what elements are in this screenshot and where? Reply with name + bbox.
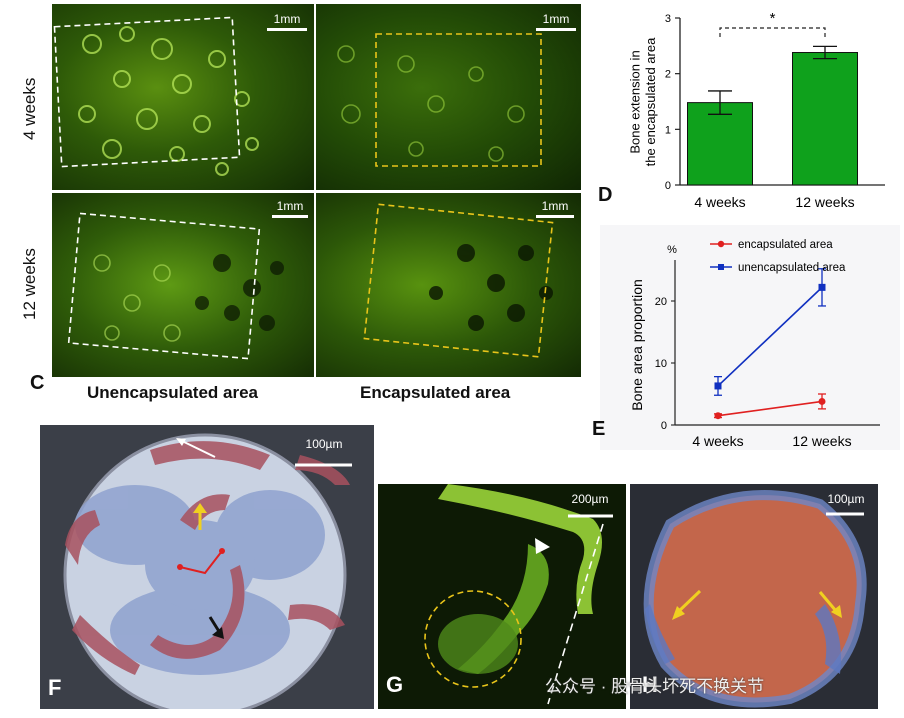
col-label-unencapsulated: Unencapsulated area (87, 383, 259, 402)
legend-marker (717, 240, 725, 248)
y-tick-label: 1 (665, 124, 671, 136)
panel-e-line-chart: 0 10 20% Bone area proportion 4 weeks 12 week… (600, 225, 900, 450)
micrograph-4w-unencapsulated: 1mm (52, 4, 314, 190)
significance-marker: * (770, 10, 776, 27)
y-axis-label-line: the encapsulated area (643, 37, 658, 166)
row-label-12-weeks: 12 weeks (20, 248, 39, 320)
series-line (717, 286, 823, 387)
y-tick-label: 2 (665, 69, 671, 81)
y-tick-label: 20 (655, 296, 667, 308)
panel-d-bar-chart: 0 1 2 3 Bone extension inthe encapsulated ar… (600, 0, 900, 220)
x-tick-label: 4 weeks (692, 433, 743, 449)
scale-bar: 100µm (305, 437, 343, 451)
y-tick-label: 3 (665, 13, 671, 25)
scale-bar: 200µm (571, 492, 609, 506)
scale-bar: 1mm (272, 199, 308, 218)
panel-label-h: H (642, 672, 658, 697)
unit-label: % (667, 244, 677, 256)
y-tick-label: 10 (655, 358, 667, 370)
y-tick-label: 0 (661, 420, 667, 432)
data-point (818, 283, 826, 291)
micrograph-12w-encapsulated: 1mm (316, 193, 581, 377)
x-tick-label: 12 weeks (795, 194, 854, 210)
scale-bar: 1mm (267, 12, 307, 31)
x-tick-label: 12 weeks (792, 433, 851, 449)
series-line (717, 400, 823, 417)
legend-label: unencapsulated area (738, 262, 846, 274)
col-label-encapsulated: Encapsulated area (360, 383, 511, 402)
scale-bar: 1mm (536, 12, 576, 31)
panel-label-c: C (30, 372, 45, 394)
data-point (714, 412, 722, 420)
micrograph-h: 100µm H (630, 484, 878, 709)
data-point (714, 382, 722, 390)
row-label-4-weeks: 4 weeks (20, 77, 39, 140)
micrograph-12w-unencapsulated: 1mm (52, 193, 314, 377)
panel-label-f: F (48, 675, 62, 700)
significance-bracket (719, 27, 826, 37)
y-axis-label: Bone area proportion (629, 279, 645, 411)
y-axis-label-line: Bone extension in (627, 50, 642, 153)
legend-marker (718, 264, 724, 270)
panel-label-d: D (598, 184, 613, 206)
micrograph-4w-encapsulated: 1mm (316, 4, 581, 190)
bar (792, 52, 858, 186)
panel-label-g: G (386, 672, 404, 697)
micrograph-f: 100µm F (40, 425, 374, 709)
panel-label-e: E (592, 418, 606, 440)
data-point (818, 397, 826, 405)
legend-label: encapsulated area (738, 239, 833, 251)
scale-bar: 1mm (536, 199, 574, 218)
y-tick-label: 0 (665, 180, 671, 192)
bar (687, 102, 753, 186)
micrograph-g: 200µm G (378, 484, 626, 709)
scale-bar: 100µm (827, 492, 865, 506)
watermark: 公众号 · 股骨头坏死不换关节 (545, 677, 765, 696)
y-axis-label: Bone extension inthe encapsulated area (627, 37, 658, 166)
x-tick-label: 4 weeks (694, 194, 745, 210)
